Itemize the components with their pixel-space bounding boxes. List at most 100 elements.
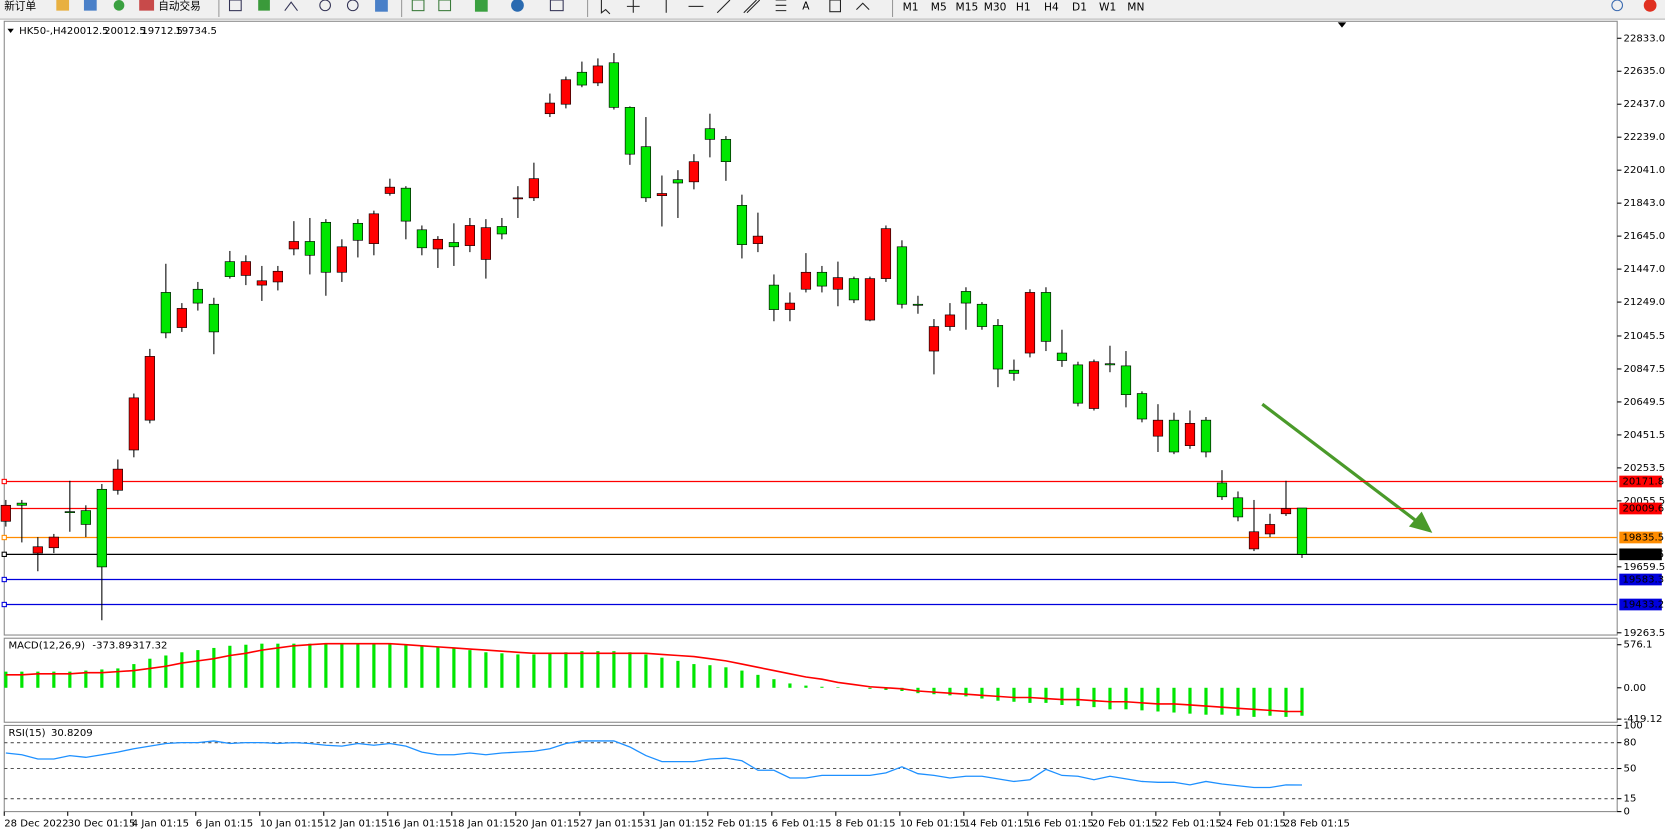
arrows-tool[interactable]	[856, 2, 870, 10]
macd-bar	[164, 655, 168, 688]
icon[interactable]	[549, 0, 564, 12]
macd-bar	[820, 686, 824, 688]
macd-bar	[948, 687, 952, 696]
macd-bar	[1012, 687, 1016, 702]
icon[interactable]	[375, 0, 388, 12]
candle-body	[1216, 482, 1228, 498]
x-tick-label: 31 Jan 01:15	[644, 818, 708, 829]
macd-bar	[772, 679, 776, 688]
search-icon[interactable]	[1611, 0, 1624, 12]
candle-body	[640, 146, 652, 199]
macd-bar	[724, 667, 728, 688]
label-tool[interactable]	[829, 0, 842, 13]
new-order-button[interactable]: 新订单	[4, 0, 36, 12]
cursor-tool[interactable]	[600, 0, 611, 15]
icon[interactable]	[346, 0, 359, 12]
macd-bar	[500, 653, 504, 688]
candle-body	[592, 65, 604, 84]
candle-body	[208, 303, 219, 333]
y-tick-label: 20055.5	[1624, 496, 1665, 507]
crosshair-tool[interactable]	[626, 0, 640, 13]
timeframe-button[interactable]: M30	[984, 0, 1007, 13]
x-tick-label: 10 Jan 01:15	[260, 818, 324, 829]
icon[interactable]	[56, 0, 70, 11]
macd-bar	[628, 652, 632, 688]
trendline-tool[interactable]	[716, 0, 731, 14]
macd-bar	[52, 671, 56, 688]
candle-body	[48, 536, 59, 549]
icon[interactable]	[139, 0, 155, 11]
y-tick-label: 20649.5	[1624, 397, 1665, 408]
icon[interactable]	[511, 0, 524, 12]
macd-bar	[1300, 687, 1304, 716]
candle-body	[832, 277, 844, 290]
candle-body	[0, 504, 11, 522]
ohlc-close: 19734.5	[175, 26, 217, 37]
timeframe-button[interactable]: H4	[1044, 0, 1059, 13]
icon[interactable]	[474, 0, 488, 12]
auto-trading-button[interactable]: 自动交易	[158, 0, 200, 12]
channel-tool[interactable]	[743, 0, 761, 14]
candle-body	[256, 280, 267, 286]
y-tick-label: 21843.0	[1624, 198, 1665, 209]
fibo-tool[interactable]	[775, 0, 787, 12]
level-handle	[1, 534, 7, 541]
macd-bar	[84, 670, 88, 688]
candle-body	[768, 284, 780, 310]
candle-body	[656, 193, 668, 196]
icon[interactable]	[228, 0, 242, 12]
x-tick-label: 6 Feb 01:15	[772, 818, 832, 829]
macd-bar	[1236, 687, 1240, 716]
timeframe-button[interactable]: M5	[931, 0, 947, 13]
icon[interactable]	[113, 0, 125, 11]
timeframe-button[interactable]: M15	[956, 0, 979, 13]
icon[interactable]	[319, 0, 331, 12]
level-label-box	[1619, 598, 1662, 611]
x-tick-label: 28 Dec 2022	[4, 818, 68, 829]
icon[interactable]	[438, 0, 452, 12]
icon[interactable]	[411, 0, 425, 12]
macd-bar	[564, 652, 568, 688]
x-tick-label: 22 Feb 01:15	[1156, 818, 1222, 829]
icon[interactable]	[83, 0, 97, 11]
candle-body	[304, 241, 315, 256]
candle-body	[1200, 419, 1212, 453]
y-tick-label: 19659.5	[1624, 562, 1665, 573]
toolbar-bg	[0, 0, 1665, 20]
icon[interactable]	[284, 1, 298, 11]
notification-icon[interactable]	[1643, 0, 1657, 12]
timeframe-button[interactable]: MN	[1127, 0, 1144, 13]
text-tool-icon[interactable]: A	[802, 0, 810, 12]
level-label: 19433.2	[1622, 600, 1664, 611]
x-tick-label: 10 Feb 01:15	[900, 818, 966, 829]
x-tick-label: 4 Jan 01:15	[132, 818, 189, 829]
annotation-arrow	[1261, 402, 1421, 525]
candle-body	[320, 221, 331, 273]
candle-body	[896, 246, 908, 305]
level-label-box	[1619, 502, 1662, 515]
timeframe-button[interactable]: H1	[1016, 0, 1031, 13]
timeframe-button[interactable]: M1	[903, 0, 919, 13]
candle-body	[576, 71, 588, 86]
timeframe-button[interactable]: W1	[1099, 0, 1116, 13]
macd-bar	[452, 647, 456, 688]
level-label-box	[1619, 531, 1662, 544]
candle-body	[432, 238, 443, 250]
timeframe-button[interactable]: D1	[1072, 0, 1087, 13]
macd-bar	[196, 650, 200, 688]
candle-body	[336, 246, 347, 273]
x-tick-label: 18 Jan 01:15	[452, 818, 516, 829]
macd-bar	[580, 651, 584, 688]
y-tick-label: 0.00	[1624, 683, 1646, 694]
menu-marker	[7, 28, 14, 33]
candle-body	[1168, 419, 1180, 453]
icon[interactable]	[258, 0, 270, 11]
candle-body	[1024, 292, 1036, 354]
candle-body	[32, 546, 43, 554]
macd-bar	[756, 674, 760, 688]
macd-bar	[676, 660, 680, 688]
x-tick-label: 24 Feb 01:15	[1220, 818, 1286, 829]
macd-bar	[612, 651, 616, 688]
candle-body	[864, 278, 876, 321]
macd-bar	[308, 643, 312, 688]
